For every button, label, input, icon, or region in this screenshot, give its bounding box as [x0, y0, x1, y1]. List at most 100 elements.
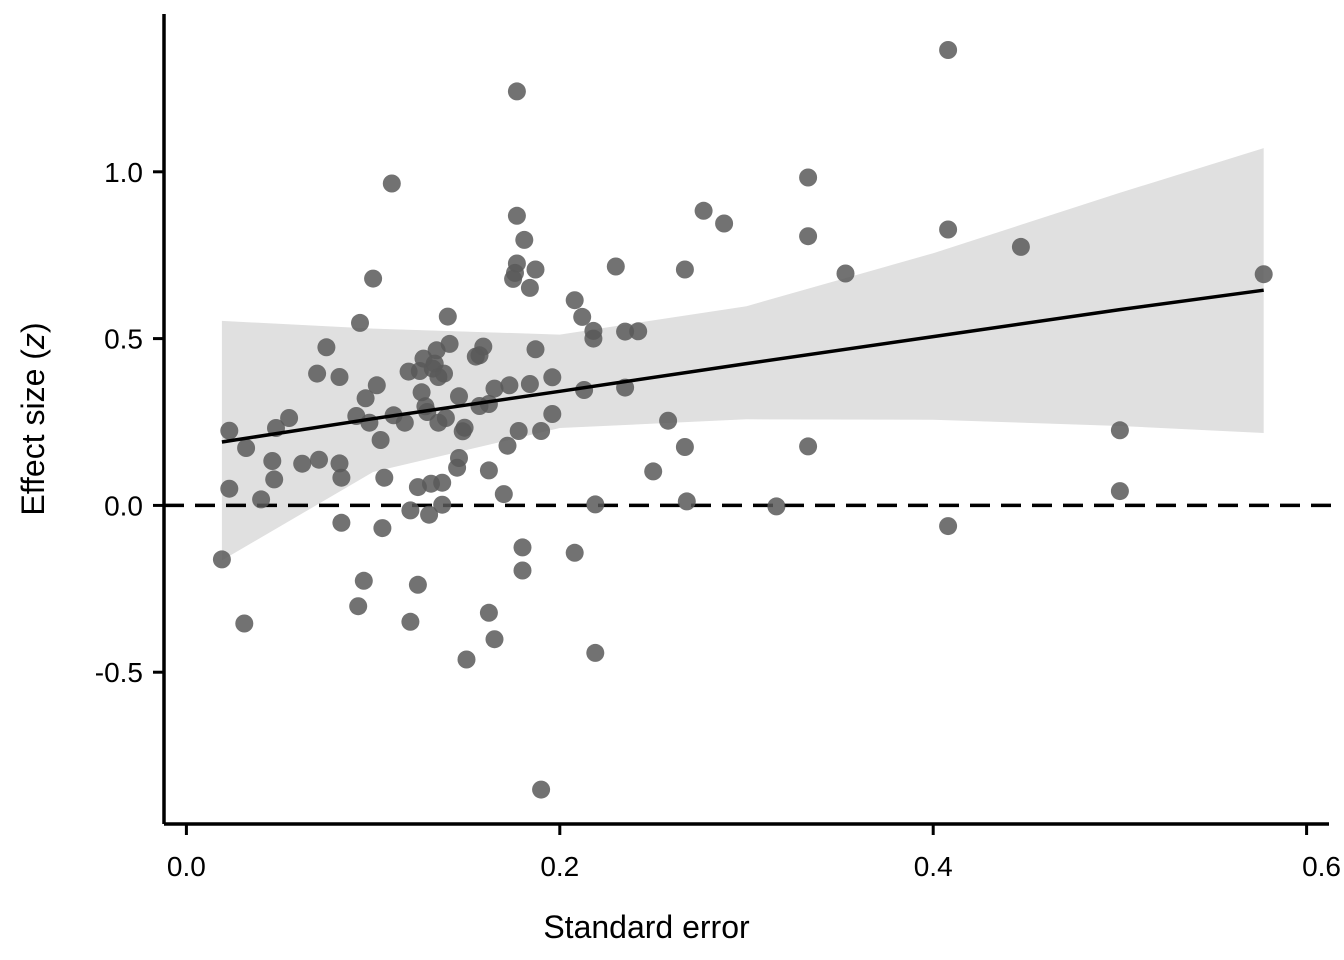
data-point [317, 338, 336, 357]
data-point [573, 307, 592, 326]
y-axis-ticks: -0.5 0.0 0.5 1.0 [95, 157, 164, 688]
data-point [212, 550, 231, 569]
data-point [629, 322, 648, 341]
data-point [265, 470, 284, 489]
data-point [498, 436, 517, 455]
data-point [532, 422, 551, 440]
data-point [474, 337, 493, 356]
data-point [1011, 237, 1030, 256]
data-point [513, 561, 532, 580]
confidence-band [221, 148, 1264, 561]
data-point [694, 201, 713, 220]
data-point [349, 597, 368, 616]
data-point [252, 490, 271, 509]
data-point [526, 260, 545, 279]
data-point [479, 603, 498, 622]
data-point [440, 334, 459, 353]
y-axis-label: Effect size (z) [15, 322, 51, 515]
data-point [565, 543, 584, 562]
y-axis-label-text: Effect size ( [15, 349, 51, 516]
x-tick-label: 0.0 [167, 851, 206, 882]
data-point [532, 780, 551, 799]
data-point [767, 497, 786, 516]
data-point [675, 438, 694, 456]
data-point [485, 379, 504, 398]
data-point [382, 174, 401, 193]
data-point [375, 468, 394, 487]
data-point [507, 82, 526, 101]
data-point [433, 495, 452, 514]
data-point [799, 437, 818, 456]
data-point [395, 413, 414, 432]
y-tick-label: -0.5 [95, 657, 143, 688]
data-points [212, 41, 1273, 799]
data-point [836, 264, 855, 283]
data-point [616, 322, 635, 341]
data-point [438, 307, 457, 326]
data-point [494, 485, 513, 504]
x-axis-label: Standard error [543, 909, 750, 945]
data-point [420, 505, 439, 524]
regression-line [221, 288, 1264, 444]
y-axis-label-italic: z [15, 333, 51, 350]
data-point [308, 364, 327, 383]
data-point [433, 473, 452, 492]
data-point [235, 614, 254, 633]
data-point [509, 422, 528, 440]
data-point [263, 452, 282, 470]
data-point [485, 630, 504, 649]
data-point [455, 418, 474, 437]
data-point [450, 387, 468, 406]
x-tick-label: 0.2 [540, 851, 579, 882]
data-point [543, 368, 562, 387]
data-point [408, 575, 427, 594]
y-tick-label: 0.0 [104, 490, 143, 521]
data-point [360, 413, 379, 432]
data-point [373, 519, 392, 538]
data-point [799, 227, 818, 246]
data-point [799, 168, 818, 187]
data-point [293, 454, 312, 473]
y-tick-label: 1.0 [104, 157, 143, 188]
data-point [220, 479, 239, 498]
data-point [371, 431, 390, 449]
data-point [354, 571, 373, 590]
y-axis-label-close: ) [15, 322, 51, 333]
data-point [1110, 421, 1129, 440]
data-point [939, 41, 958, 59]
data-point [677, 492, 696, 511]
data-point [367, 376, 386, 395]
data-point [364, 269, 383, 288]
data-point [435, 364, 453, 383]
data-point [715, 214, 734, 233]
data-point [457, 650, 476, 669]
data-point [412, 383, 431, 402]
data-point [520, 375, 539, 393]
x-axis-ticks: 0.0 0.2 0.4 0.6 [167, 824, 1341, 882]
data-point [330, 454, 349, 473]
data-point [939, 220, 958, 239]
data-point [644, 462, 663, 481]
data-point [436, 409, 455, 427]
data-point [586, 643, 605, 662]
data-point [1254, 265, 1273, 284]
data-point [675, 260, 694, 279]
y-tick-label: 0.5 [104, 324, 143, 355]
x-tick-label: 0.4 [914, 851, 953, 882]
data-point [356, 389, 375, 408]
data-point [330, 368, 349, 386]
data-point [565, 291, 584, 310]
data-point [507, 206, 526, 225]
data-point [351, 313, 369, 332]
data-point [500, 376, 519, 395]
data-point [450, 449, 468, 467]
data-point [513, 538, 532, 557]
data-point [515, 230, 534, 249]
x-tick-label: 0.6 [1302, 851, 1341, 882]
data-point [280, 409, 299, 427]
data-point [584, 321, 603, 340]
data-point [479, 461, 498, 480]
data-point [237, 439, 256, 457]
data-point [606, 257, 625, 276]
